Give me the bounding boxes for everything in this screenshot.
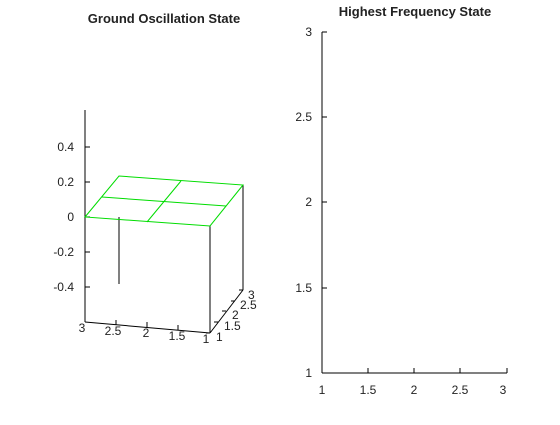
y-axis-line: [209, 289, 244, 334]
left-subplot: Ground Oscillation State 0.4 0.2 0 -0.2 …: [53, 11, 257, 346]
z-tick-label: -0.4: [53, 280, 74, 294]
surface-mesh: [83, 175, 244, 227]
z-tick-label: 0.2: [57, 175, 74, 189]
right-y-tick-label: 3: [305, 25, 312, 39]
y-tick-label: 2.5: [240, 298, 257, 312]
right-x-tick-label: 2.5: [452, 383, 469, 397]
surface-outline: [83, 175, 244, 227]
right-y-tick-label: 2.5: [295, 110, 312, 124]
y-tick-label: 2: [232, 308, 239, 322]
z-tick-label: 0: [67, 210, 74, 224]
y-tick-label: 1: [216, 330, 223, 344]
right-subplot: Highest Frequency State 3 2.5 2 1.5 1 1 …: [295, 4, 508, 397]
left-chart-title: Ground Oscillation State: [88, 11, 240, 26]
x-tick-label: 2: [143, 326, 150, 340]
x-tick-label: 2.5: [105, 324, 122, 338]
right-y-tick-label: 1: [305, 366, 312, 380]
x-tick-label: 1: [203, 332, 210, 346]
x-tick-label: 3: [79, 321, 86, 335]
surface-grid-line: [146, 180, 182, 223]
right-chart-title: Highest Frequency State: [339, 4, 491, 19]
x-axis-line: [84, 321, 211, 334]
y-tick-label: 3: [248, 288, 255, 302]
right-x-tick-label: 1.5: [360, 383, 377, 397]
y-tick-label: 1.5: [224, 319, 241, 333]
z-tick-label: 0.4: [57, 140, 74, 154]
right-y-tick-label: 1.5: [295, 281, 312, 295]
right-x-tick-label: 3: [500, 383, 507, 397]
right-x-tick-label: 1: [319, 383, 326, 397]
x-tick-label: 1.5: [169, 329, 186, 343]
right-x-tick-label: 2: [411, 383, 418, 397]
right-y-tick-label: 2: [305, 195, 312, 209]
z-tick-label: -0.2: [53, 245, 74, 259]
